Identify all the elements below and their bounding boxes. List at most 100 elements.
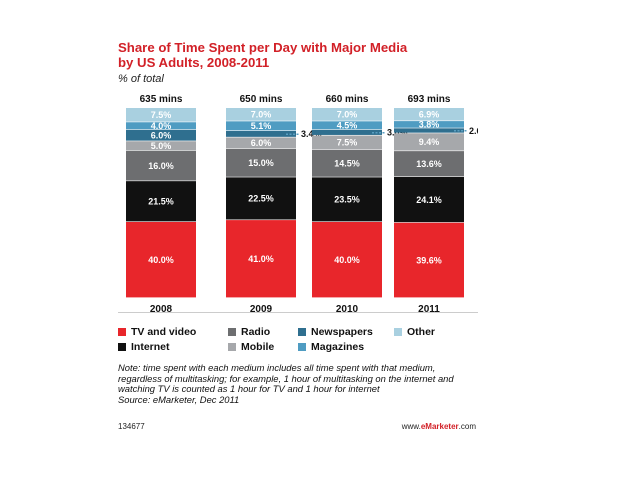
data-label-magazines-2010: 4.5% — [337, 121, 358, 131]
bar-segment-radio-2010 — [312, 149, 382, 177]
chart-note: Note: time spent with each medium includ… — [118, 362, 463, 405]
data-label-radio-2008: 16.0% — [148, 161, 174, 171]
note-text: Note: time spent with each medium includ… — [118, 362, 454, 395]
data-label-mobile-2010: 7.5% — [337, 138, 358, 148]
data-label-other-2011: 6.9% — [419, 110, 440, 120]
data-label-newspapers-2010: 3.0% — [387, 128, 408, 138]
bar-segment-other-2008 — [126, 108, 196, 122]
bar-segment-magazines-2008 — [126, 122, 196, 130]
bar-segment-other-2011 — [394, 108, 464, 121]
data-label-magazines-2009: 5.1% — [251, 121, 272, 131]
legend-item-other: Other — [394, 326, 435, 338]
data-label-newspapers-2011: 2.6% — [469, 126, 478, 136]
bar-segment-magazines-2010 — [312, 121, 382, 130]
legend-item-radio: Radio — [228, 326, 270, 338]
bar-segment-mobile-2008 — [126, 141, 196, 151]
data-label-newspapers-2008: 6.0% — [151, 131, 172, 141]
data-label-magazines-2008: 4.0% — [151, 121, 172, 131]
bar-segment-tv-and-video-2010 — [312, 222, 382, 298]
bar-segment-radio-2011 — [394, 151, 464, 177]
bar-segment-internet-2008 — [126, 181, 196, 222]
legend-label-tv-and-video: TV and video — [131, 326, 197, 338]
data-label-tv-and-video-2008: 40.0% — [148, 255, 174, 265]
legend-item-mobile: Mobile — [228, 341, 274, 353]
site-suffix: .com — [458, 422, 476, 431]
bar-segment-tv-and-video-2009 — [226, 220, 296, 298]
bar-segment-newspapers-2008 — [126, 129, 196, 141]
chart-title-line-2: by US Adults, 2008-2011 — [118, 55, 270, 70]
chart-panel: Share of Time Spent per Day with Major M… — [118, 40, 478, 442]
legend-item-internet: Internet — [118, 341, 170, 353]
legend-swatch-other — [394, 328, 402, 336]
total-label-2008: 635 mins — [140, 94, 183, 105]
bar-segment-other-2009 — [226, 108, 296, 121]
data-label-internet-2009: 22.5% — [248, 194, 274, 204]
chart-title: Share of Time Spent per Day with Major M… — [118, 40, 478, 70]
legend-swatch-tv-and-video — [118, 328, 126, 336]
legend-label-internet: Internet — [131, 341, 170, 353]
data-label-radio-2010: 14.5% — [334, 159, 360, 169]
bar-segment-radio-2009 — [226, 148, 296, 177]
legend-item-newspapers: Newspapers — [298, 326, 373, 338]
bar-segment-tv-and-video-2008 — [126, 222, 196, 298]
legend-swatch-mobile — [228, 343, 236, 351]
x-tick-label-2010: 2010 — [336, 304, 359, 312]
chart-title-line-1: Share of Time Spent per Day with Major M… — [118, 40, 408, 55]
legend-item-magazines: Magazines — [298, 341, 364, 353]
total-label-2009: 650 mins — [240, 94, 283, 105]
bar-segment-tv-and-video-2011 — [394, 222, 464, 298]
bar-segment-newspapers-2010 — [312, 129, 382, 135]
data-label-other-2008: 7.5% — [151, 110, 172, 120]
chart-subtitle: % of total — [118, 73, 164, 85]
data-label-mobile-2008: 5.0% — [151, 141, 172, 151]
legend-label-magazines: Magazines — [311, 341, 365, 353]
source-text: Source: eMarketer, Dec 2011 — [118, 393, 240, 405]
data-label-magazines-2011: 3.8% — [419, 120, 440, 130]
site-brand: eMarketer — [420, 422, 459, 431]
data-label-mobile-2011: 9.4% — [419, 137, 440, 147]
site-credit: www.eMarketer.com — [402, 422, 476, 431]
bar-segment-mobile-2011 — [394, 133, 464, 151]
legend-label-newspapers: Newspapers — [311, 326, 373, 338]
bar-segment-internet-2011 — [394, 176, 464, 223]
legend-label-mobile: Mobile — [241, 341, 275, 353]
bar-segment-mobile-2009 — [226, 137, 296, 149]
data-label-internet-2010: 23.5% — [334, 195, 360, 205]
stacked-bar-chart: 635 mins40.0%21.5%16.0%5.0%6.0%4.0%7.5%2… — [126, 94, 478, 312]
bar-segment-newspapers-2009 — [226, 130, 296, 137]
data-label-tv-and-video-2011: 39.6% — [416, 255, 442, 265]
legend-swatch-radio — [228, 328, 236, 336]
site-prefix: www. — [401, 422, 421, 431]
legend-swatch-newspapers — [298, 328, 306, 336]
legend-swatch-magazines — [298, 343, 306, 351]
x-tick-label-2008: 2008 — [150, 304, 173, 312]
data-label-radio-2009: 15.0% — [248, 158, 274, 168]
legend: TV and video Internet Radio Mobile Newsp… — [118, 326, 478, 360]
legend-swatch-internet — [118, 343, 126, 351]
legend-item-tv-and-video: TV and video — [118, 326, 196, 338]
chart-id: 134677 — [118, 422, 145, 431]
bar-segment-internet-2009 — [226, 177, 296, 220]
bar-segment-internet-2010 — [312, 177, 382, 222]
data-label-newspapers-2009: 3.4% — [301, 129, 322, 139]
data-label-radio-2011: 13.6% — [416, 159, 442, 169]
x-tick-label-2011: 2011 — [418, 304, 440, 312]
legend-label-other: Other — [407, 326, 436, 338]
bar-segment-mobile-2010 — [312, 135, 382, 150]
legend-label-radio: Radio — [241, 326, 271, 338]
bar-segment-radio-2008 — [126, 150, 196, 181]
data-label-internet-2011: 24.1% — [416, 195, 442, 205]
data-label-mobile-2009: 6.0% — [251, 138, 272, 148]
bar-segment-other-2010 — [312, 108, 382, 121]
data-label-tv-and-video-2009: 41.0% — [248, 254, 274, 264]
data-label-other-2009: 7.0% — [251, 110, 272, 120]
bar-segment-magazines-2009 — [226, 121, 296, 131]
data-label-other-2010: 7.0% — [337, 110, 358, 120]
divider — [118, 312, 478, 313]
data-label-internet-2008: 21.5% — [148, 197, 174, 207]
bar-segment-magazines-2011 — [394, 121, 464, 128]
total-label-2010: 660 mins — [326, 94, 369, 105]
data-label-tv-and-video-2010: 40.0% — [334, 255, 360, 265]
total-label-2011: 693 mins — [408, 94, 451, 105]
bar-segment-newspapers-2011 — [394, 128, 464, 133]
